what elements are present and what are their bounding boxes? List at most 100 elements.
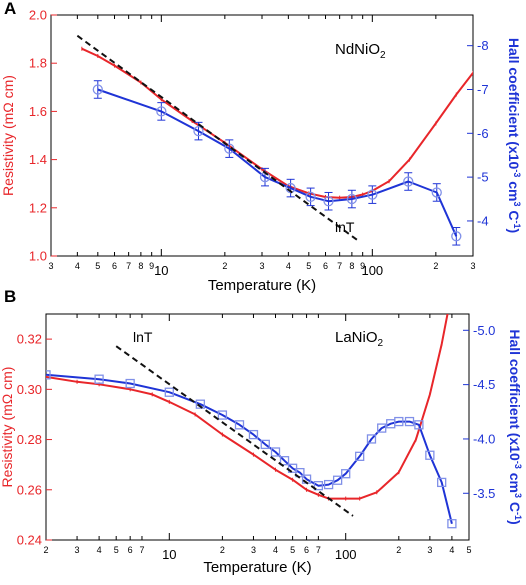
x-minor-tick-label: 4 [97, 545, 102, 555]
panel-label: B [4, 287, 16, 306]
x-minor-tick-label: 3 [251, 545, 256, 555]
left-tick-label: 0.24 [17, 533, 42, 548]
x-minor-tick-label: 7 [126, 261, 131, 271]
right-tick-label: -6 [477, 126, 489, 141]
right-tick-label: -4 [477, 213, 489, 228]
plot-area [76, 34, 473, 246]
hall-point [46, 370, 51, 380]
hall-point [367, 189, 378, 200]
x-minor-tick-label: 6 [323, 261, 328, 271]
right-tick-label: -4.0 [473, 431, 495, 446]
lnT-fit-line [115, 345, 354, 517]
left-axis-label: Resistivity (mΩ cm) [0, 75, 16, 196]
x-axis-label: Temperature (K) [203, 559, 311, 576]
x-minor-tick-label: 5 [466, 545, 471, 555]
x-minor-tick-label: 5 [114, 545, 119, 555]
right-axis-label-part: C [507, 498, 523, 512]
right-axis-label-part: cm [507, 469, 523, 493]
left-tick-label: 0.26 [17, 482, 42, 497]
hall-point [305, 191, 316, 202]
right-axis-label-part: C [506, 206, 522, 220]
right-tick-label: -3.5 [473, 486, 495, 501]
x-minor-tick-label: 2 [433, 261, 438, 271]
hall-point [366, 434, 377, 444]
x-minor-tick-label: 7 [139, 545, 144, 555]
right-axis-label-part: ) [506, 229, 522, 234]
material-label: NdNiO2 [335, 41, 386, 61]
x-minor-tick-label: 8 [349, 261, 354, 271]
left-axis-label: Resistivity (mΩ cm) [0, 367, 15, 488]
hall-point [217, 410, 228, 420]
x-minor-tick-label: 5 [306, 261, 311, 271]
x-minor-tick-label: 7 [337, 261, 342, 271]
hall-point [355, 451, 365, 461]
material-label: LaNiO2 [335, 329, 384, 349]
right-axis-label-sup: -3 [512, 169, 522, 177]
material-formula: NdNiO [335, 41, 380, 58]
plot-area [46, 314, 457, 529]
hall-point [431, 187, 442, 198]
left-tick-label: 0.30 [17, 382, 42, 397]
x-minor-tick-label: 4 [449, 545, 454, 555]
left-tick-label: 1.0 [29, 249, 47, 264]
hall-point [260, 439, 270, 450]
hall-point [193, 125, 204, 137]
x-minor-tick-label: 4 [273, 545, 278, 555]
left-tick-label: 1.2 [29, 200, 47, 215]
left-tick-label: 1.6 [29, 104, 47, 119]
x-minor-tick-label: 3 [75, 545, 80, 555]
hall-point [425, 450, 435, 460]
x-minor-tick-label: 4 [286, 261, 291, 271]
right-axis-label-sup: 3 [512, 201, 522, 206]
right-tick-label: -5 [477, 170, 489, 185]
x-minor-tick-label: 6 [304, 545, 309, 555]
hall-line [46, 373, 453, 524]
lnT-fit-label: lnT [133, 329, 153, 345]
x-minor-tick-label: 9 [149, 261, 154, 271]
left-tick-label: 0.32 [17, 332, 42, 347]
hall-line [97, 88, 458, 237]
x-minor-tick-label: 2 [222, 261, 227, 271]
hall-point [323, 479, 334, 490]
plot-frame [45, 313, 470, 541]
hall-point [270, 447, 281, 457]
right-tick-label: -5.0 [473, 323, 495, 338]
hall-point [279, 456, 290, 466]
x-minor-tick-label: 6 [128, 545, 133, 555]
material-formula: LaNiO [335, 329, 378, 346]
hall-point [164, 387, 174, 397]
lnT-fit-line [76, 34, 359, 241]
plot-frame [50, 14, 474, 257]
x-minor-tick-label: 2 [396, 545, 401, 555]
x-minor-tick-label: 2 [43, 545, 48, 555]
x-minor-tick-label: 5 [95, 261, 100, 271]
right-axis-label: Hall coefficient (x10-3 cm3 C-1) [506, 38, 522, 233]
left-tick-label: 2.0 [29, 8, 47, 23]
x-major-tick-label: 10 [154, 263, 168, 278]
x-minor-tick-label: 9 [360, 261, 365, 271]
hall-point [437, 477, 447, 488]
hall-point [224, 143, 235, 154]
hall-point [451, 231, 462, 242]
x-minor-tick-label: 7 [316, 545, 321, 555]
resistivity-line [81, 47, 473, 199]
right-axis-label-sup: -3 [513, 461, 523, 469]
hall-point [285, 182, 296, 194]
right-axis-label-part: Hall coefficient (x10 [507, 329, 523, 461]
hall-point [404, 416, 415, 427]
hall-point [92, 84, 103, 95]
x-minor-tick-label: 4 [75, 261, 80, 271]
hall-point [341, 469, 351, 479]
x-minor-tick-label: 5 [290, 545, 295, 555]
x-minor-tick-label: 3 [470, 261, 475, 271]
hall-point [156, 106, 167, 117]
x-minor-tick-label: 8 [138, 261, 143, 271]
left-tick-label: 1.8 [29, 56, 47, 71]
x-major-tick-label: 100 [335, 547, 357, 562]
hall-point [125, 378, 135, 389]
hall-point [323, 196, 334, 207]
x-major-tick-label: 10 [162, 547, 176, 562]
right-axis-label-sup: -1 [513, 512, 523, 520]
